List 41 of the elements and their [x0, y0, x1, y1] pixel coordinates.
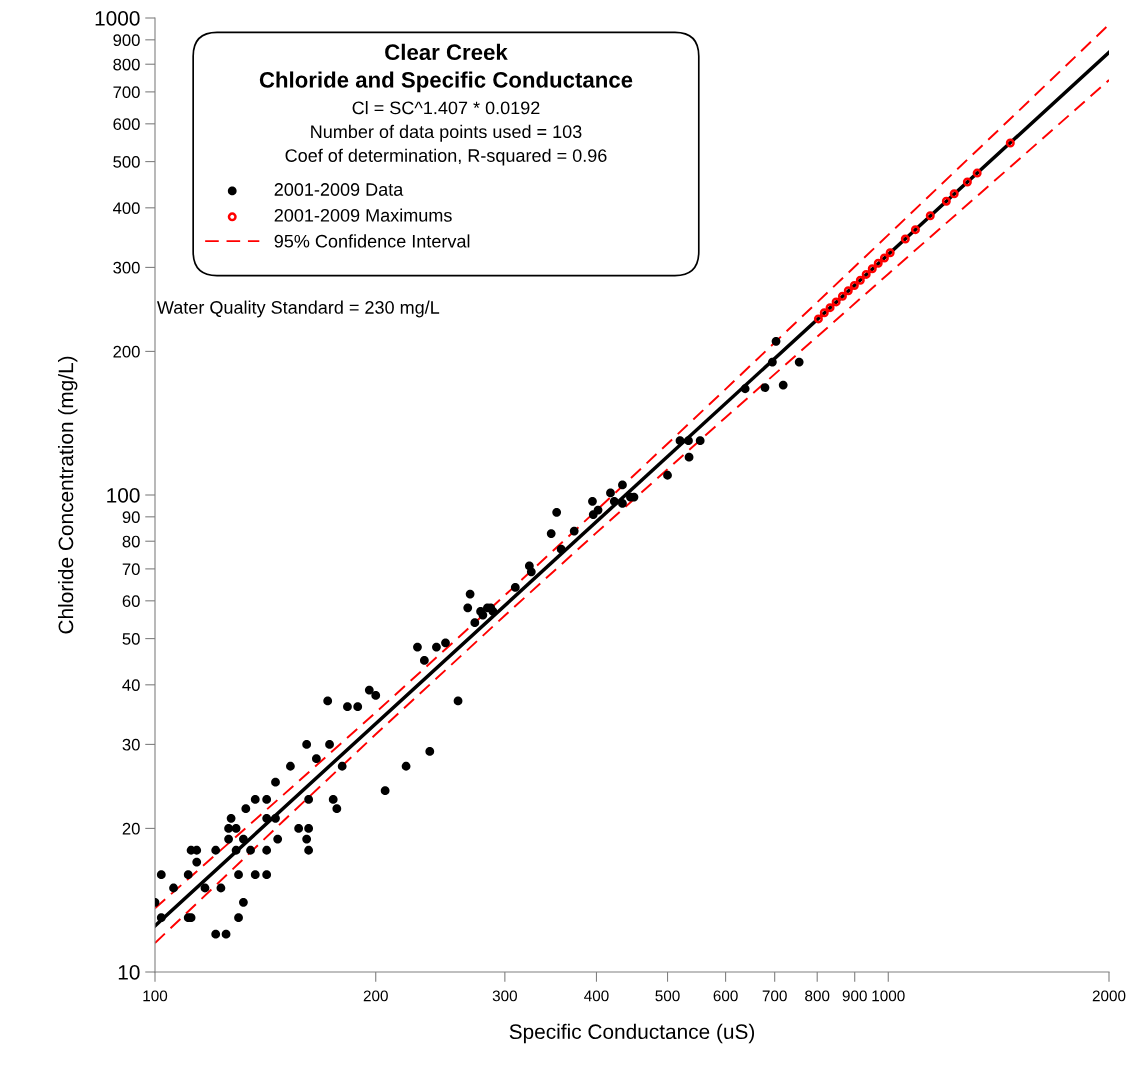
y-tick-label: 900: [113, 34, 140, 47]
y-tick-label: 70: [122, 563, 140, 576]
y-tick-label: 40: [122, 679, 140, 692]
y-tick-label: 300: [113, 261, 140, 274]
y-tick-label: 30: [122, 738, 140, 751]
text: Chloride and Specific Conductance: [259, 71, 633, 93]
text: Clear Creek: [385, 43, 508, 61]
y-axis-title: Chloride Concentration (mg/L): [57, 356, 78, 634]
annotation: Cl = SC^1.407 * 0.0192: [352, 101, 540, 115]
y-tick-label: 400: [112, 202, 140, 215]
x-tick-label: 600: [713, 990, 738, 1002]
x-tick-label: 300: [492, 990, 518, 1002]
x-tick-label: 900: [842, 990, 867, 1002]
annotation: Water Quality Standard = 230 mg/L: [156, 300, 440, 318]
x-tick-label: 2000: [1092, 990, 1126, 1002]
annotation: Number of data points used = 103: [311, 124, 582, 142]
legend-label: 2001-2009 Data: [274, 183, 404, 196]
annotation: Coef of determination, R-squared = 0.96: [285, 148, 607, 166]
y-tick-label: 20: [122, 822, 140, 835]
x-axis-title: Specific Conductance (uS): [509, 1023, 755, 1044]
x-tick-label: 400: [584, 990, 609, 1002]
x-tick-label: 500: [655, 990, 680, 1002]
legend-label: 95% Confidence Interval: [274, 234, 470, 248]
y-tick-label: 90: [122, 511, 140, 524]
legend-label: 2001-2009 Maximums: [274, 208, 452, 222]
x-tick-label: 200: [363, 990, 388, 1002]
y-tick-label: 10: [118, 965, 140, 980]
y-tick-label: 600: [113, 118, 140, 131]
y-tick-label: 1000: [95, 11, 140, 26]
y-tick-label: 200: [113, 345, 140, 358]
x-tick-label: 100: [143, 990, 168, 1002]
y-tick-label: 80: [122, 535, 140, 548]
y-tick-label: 60: [122, 595, 140, 608]
x-tick-label: 800: [805, 990, 830, 1002]
y-tick-label: 700: [113, 86, 140, 99]
y-tick-label: 50: [122, 632, 140, 645]
y-tick-label: 100: [107, 488, 140, 503]
y-tick-label: 800: [113, 58, 140, 71]
x-tick-label: 1000: [872, 990, 905, 1002]
y-tick-label: 500: [113, 155, 140, 168]
x-tick-label: 700: [762, 990, 787, 1002]
